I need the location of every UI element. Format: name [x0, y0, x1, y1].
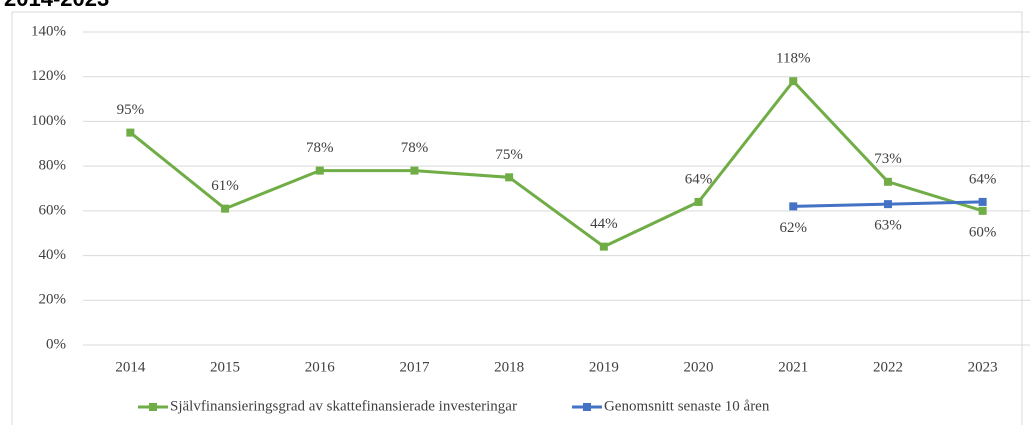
chart-title: 2014-2023	[4, 0, 109, 11]
point-marker	[789, 77, 798, 86]
point-marker	[315, 166, 324, 175]
point-marker	[221, 204, 230, 213]
data-label: 78%	[306, 140, 334, 156]
point-marker	[789, 202, 798, 211]
chart-frame	[11, 11, 1023, 425]
y-tick-label: 60%	[39, 202, 67, 218]
x-tick-label: 2019	[589, 359, 619, 375]
data-label: 63%	[874, 218, 902, 234]
data-label: 78%	[401, 140, 429, 156]
data-label: 44%	[590, 216, 618, 232]
data-label: 64%	[685, 171, 713, 187]
point-marker	[599, 242, 608, 251]
x-tick-label: 2016	[305, 359, 336, 375]
point-marker	[410, 166, 419, 175]
point-marker	[883, 200, 892, 209]
x-tick-label: 2014	[115, 359, 146, 375]
legend-marker	[582, 403, 591, 411]
y-tick-label: 100%	[31, 113, 66, 129]
y-tick-label: 20%	[39, 292, 67, 308]
data-label: 118%	[776, 51, 810, 67]
point-marker	[126, 128, 135, 137]
x-tick-label: 2017	[399, 359, 430, 375]
y-tick-label: 0%	[46, 336, 66, 352]
x-tick-label: 2021	[778, 359, 808, 375]
y-tick-label: 140%	[31, 23, 66, 39]
y-tick-label: 40%	[39, 247, 67, 263]
series-line	[129, 78, 984, 249]
x-tick-label: 2022	[873, 359, 903, 375]
point-marker	[883, 177, 892, 186]
point-marker	[978, 206, 987, 215]
data-label: 95%	[117, 102, 145, 118]
x-tick-label: 2018	[494, 359, 524, 375]
y-tick-label: 80%	[39, 158, 67, 174]
data-label: 61%	[211, 178, 239, 194]
point-marker	[694, 197, 703, 206]
y-tick-label: 120%	[31, 68, 66, 84]
x-tick-label: 2020	[684, 359, 714, 375]
data-label: 60%	[969, 224, 997, 240]
x-tick-label: 2015	[210, 359, 240, 375]
data-label: 62%	[780, 220, 808, 236]
legend-marker	[149, 403, 157, 411]
data-label: 64%	[969, 171, 997, 187]
x-tick-label: 2023	[968, 359, 998, 375]
data-label: 75%	[495, 147, 523, 163]
legend-label: Självfinansieringsgrad av skattefinansie…	[170, 398, 517, 414]
point-marker	[505, 173, 514, 182]
data-label: 73%	[874, 151, 902, 167]
point-marker	[978, 197, 987, 206]
legend-label: Genomsnitt senaste 10 åren	[604, 398, 770, 414]
